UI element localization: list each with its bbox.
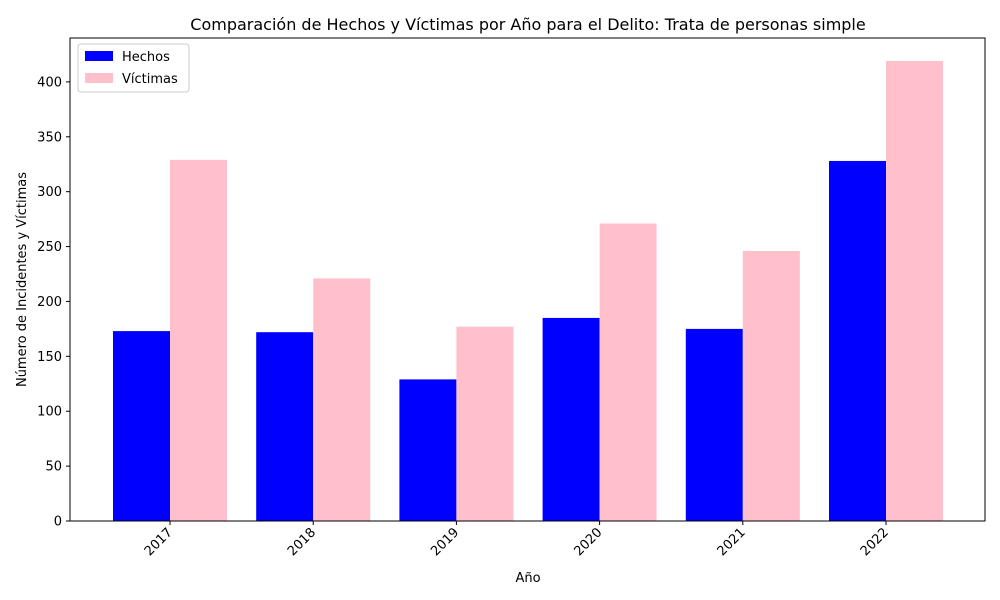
- y-axis: 0 50 100 150 200 250 300 350 400: [37, 75, 70, 530]
- bar-hechos-2022: [829, 160, 886, 522]
- bars-group: [113, 61, 943, 522]
- y-tick-label: 50: [45, 460, 62, 475]
- bar-hechos-2017: [113, 331, 170, 521]
- bar-v-ctimas-2019: [456, 326, 514, 521]
- y-tick-label: 300: [37, 185, 62, 200]
- bar-hechos-2019: [399, 379, 457, 521]
- bar-hechos-2020: [542, 317, 600, 521]
- bar-v-ctimas-2018: [313, 278, 371, 521]
- plot-frame: [69, 37, 986, 522]
- legend: Hechos Víctimas: [77, 43, 190, 93]
- y-tick-label: 200: [37, 295, 62, 310]
- x-axis-label: Año: [515, 571, 540, 586]
- legend-swatch-1: [85, 51, 113, 61]
- legend-label-1: Hechos: [122, 50, 170, 65]
- x-tick-label: 2018: [285, 525, 319, 559]
- y-tick-label: 250: [37, 240, 62, 255]
- chart-title: Comparación de Hechos y Víctimas por Año…: [190, 15, 865, 34]
- y-tick-label: 350: [37, 130, 62, 145]
- bar-v-ctimas-2017: [170, 159, 227, 522]
- y-tick-label: 400: [37, 75, 62, 90]
- y-tick-label: 150: [37, 350, 62, 365]
- y-axis-label: Número de Incidentes y Víctimas: [15, 172, 30, 387]
- bar-hechos-2018: [256, 332, 314, 521]
- x-tick-label: 2019: [428, 525, 462, 559]
- bar-v-ctimas-2022: [886, 61, 943, 521]
- x-tick-label: 2017: [142, 525, 176, 559]
- x-axis: 2017 2018 2019 2020 2021 2022: [142, 521, 892, 559]
- bar-v-ctimas-2020: [599, 223, 657, 521]
- bar-hechos-2021: [685, 328, 743, 521]
- bar-v-ctimas-2021: [742, 250, 800, 521]
- legend-swatch-2: [85, 73, 113, 83]
- legend-label-2: Víctimas: [122, 72, 178, 87]
- y-tick-label: 100: [37, 405, 62, 420]
- x-tick-label: 2022: [858, 525, 892, 559]
- x-tick-label: 2021: [715, 525, 749, 559]
- x-tick-label: 2020: [571, 525, 605, 559]
- y-tick-label: 0: [54, 515, 62, 530]
